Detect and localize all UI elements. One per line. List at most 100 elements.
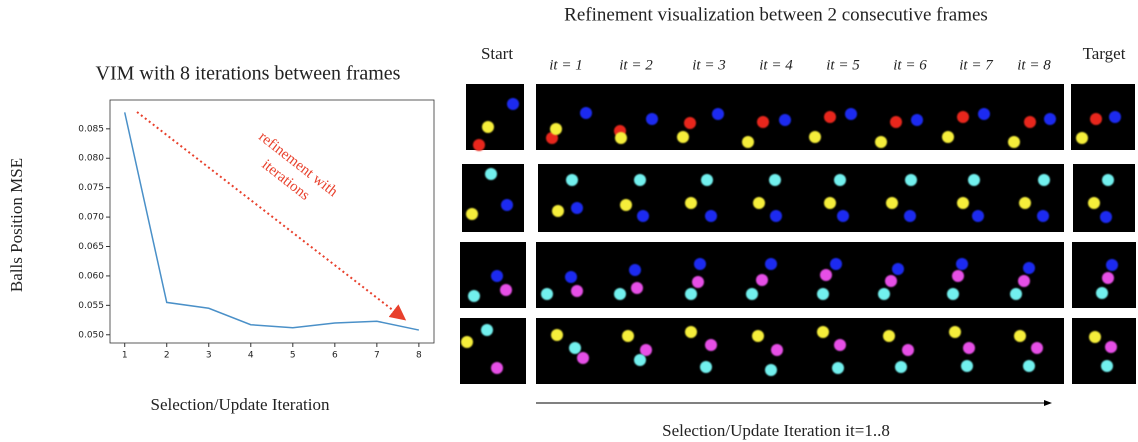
y-tick-label: 0.085 [78,124,104,134]
ball [622,330,634,342]
ball [904,210,916,222]
ball [817,326,829,338]
ball [978,108,990,120]
ball [701,174,713,186]
ball [885,275,897,287]
ball [684,117,696,129]
strip-x-label: Selection/Update Iteration it=1..8 [662,421,890,440]
ball [947,288,959,300]
ball [1100,211,1112,223]
ball [620,199,632,211]
ball [1105,341,1117,353]
ball [895,361,907,373]
figure-title: Refinement visualization between 2 conse… [564,4,988,25]
ball [957,111,969,123]
ball [770,210,782,222]
ball [830,258,842,270]
iteration-label: it = 6 [893,57,927,73]
ball [507,98,519,110]
x-tick-label: 8 [416,351,422,361]
ball [832,362,844,374]
ball [911,114,923,126]
ball [552,205,564,217]
ball [700,361,712,373]
ball [834,339,846,351]
y-tick-label: 0.055 [78,301,104,311]
target-frame [1072,318,1136,384]
ball [468,290,480,302]
ball [466,208,478,220]
iteration-label: it = 3 [692,57,725,73]
ball [1023,360,1035,372]
iteration-label: it = 8 [1017,57,1051,73]
ball [746,288,758,300]
y-tick-label: 0.080 [78,154,104,164]
ball [972,210,984,222]
ball [614,288,626,300]
ball [968,174,980,186]
frame-strip [536,242,1064,308]
ball [905,174,917,186]
ball [482,121,494,133]
ball [1096,287,1108,299]
ball [942,131,954,143]
ball [757,116,769,128]
ball [845,108,857,120]
ball [565,271,577,283]
ball [685,197,697,209]
ball [571,202,583,214]
ball [637,210,649,222]
ball [569,342,581,354]
ball [615,132,627,144]
annotation: refinement with iterations [243,129,341,216]
ball [1024,116,1036,128]
chart-title: VIM with 8 iterations between frames [96,63,401,85]
ball [883,330,895,342]
ball [640,344,652,356]
ball [765,258,777,270]
ball [694,258,706,270]
ball [1102,272,1114,284]
ball [571,285,583,297]
iteration-label: it = 7 [959,57,994,73]
ball [878,288,890,300]
start-label: Start [481,44,513,63]
ball [491,362,503,374]
ball [634,174,646,186]
y-tick-label: 0.065 [78,242,104,252]
x-tick-label: 6 [332,351,338,361]
ball [551,329,563,341]
ball [541,288,553,300]
ball [461,336,473,348]
ball [753,197,765,209]
ball [1101,360,1113,372]
figure: VIM with 8 iterations between frames Bal… [0,0,1138,442]
ball [629,264,641,276]
x-tick-label: 5 [290,351,296,361]
ball [1019,197,1031,209]
iteration-label: it = 2 [619,57,653,73]
ball [631,282,643,294]
iteration-label: it = 4 [759,57,793,73]
y-tick-label: 0.070 [78,213,104,223]
ball [485,168,497,180]
ball [949,326,961,338]
x-tick-label: 4 [248,351,254,361]
ball [890,116,902,128]
target-label: Target [1083,44,1126,63]
ball [817,288,829,300]
ball [809,131,821,143]
ball [1014,330,1026,342]
x-tick-label: 2 [164,351,170,361]
ball [685,326,697,338]
ball [685,288,697,300]
ball [1106,259,1118,271]
y-tick-label: 0.060 [78,271,104,281]
frames [460,84,1136,384]
ball [1090,113,1102,125]
y-axis-label: Balls Position MSE [7,158,26,292]
ball [820,269,832,281]
ball [956,258,968,270]
iteration-label: it = 5 [826,57,860,73]
ball [577,352,589,364]
